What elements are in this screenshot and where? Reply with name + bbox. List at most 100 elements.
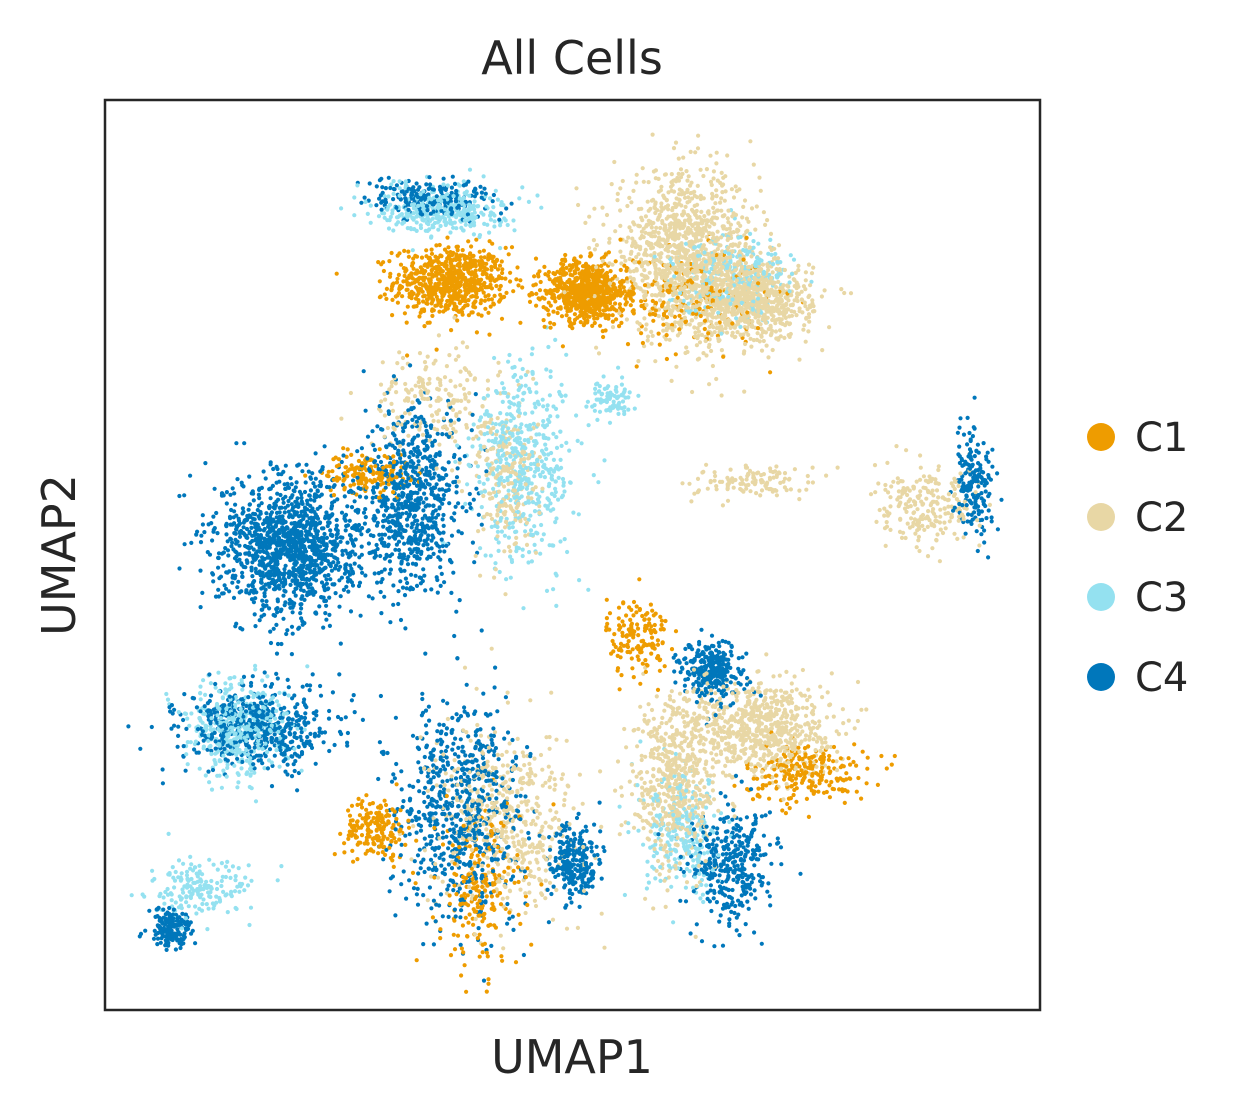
point-c4: [184, 927, 189, 933]
point-c1: [376, 851, 381, 856]
point-c1: [643, 612, 648, 617]
point-c2: [697, 340, 703, 345]
point-c4: [289, 774, 295, 779]
point-c4: [454, 490, 459, 495]
point-c2: [655, 777, 660, 783]
point-c3: [591, 473, 596, 478]
point-c4: [462, 771, 467, 777]
point-c2: [489, 787, 494, 792]
point-c1: [643, 658, 648, 663]
point-c3: [220, 696, 225, 701]
point-c2: [705, 710, 710, 715]
point-c4: [456, 754, 461, 759]
point-c2: [594, 345, 599, 350]
point-c4: [449, 866, 455, 871]
point-c2: [400, 355, 406, 361]
point-c1: [405, 304, 410, 309]
point-c2: [728, 467, 733, 472]
point-c4: [422, 754, 427, 760]
point-c2: [543, 878, 548, 883]
point-c4: [268, 640, 274, 646]
point-c1: [511, 868, 516, 874]
point-c2: [592, 206, 597, 211]
point-c4: [301, 509, 306, 514]
point-c3: [193, 904, 198, 909]
point-c4: [573, 887, 579, 892]
point-c4: [210, 767, 216, 773]
point-c4: [673, 680, 678, 685]
point-c2: [425, 788, 430, 794]
point-c4: [481, 691, 486, 696]
point-c2: [640, 785, 645, 790]
point-c4: [345, 504, 350, 509]
point-c3: [602, 458, 607, 463]
point-c3: [467, 167, 473, 172]
point-c4: [761, 833, 767, 838]
point-c3: [352, 195, 357, 200]
point-c4: [224, 532, 229, 537]
point-c2: [654, 225, 659, 230]
point-c4: [363, 507, 368, 512]
point-c4: [290, 631, 295, 636]
point-c2: [897, 529, 903, 535]
point-c4: [740, 655, 745, 660]
point-c2: [422, 360, 428, 365]
point-c2: [426, 396, 431, 401]
point-c2: [717, 712, 722, 718]
point-c2: [760, 774, 765, 780]
point-c3: [485, 477, 490, 482]
point-c2: [628, 269, 633, 274]
point-c4: [295, 788, 300, 793]
point-c3: [479, 505, 484, 510]
point-c2: [656, 230, 661, 235]
point-c1: [360, 453, 365, 458]
point-c1: [511, 289, 516, 294]
point-c3: [576, 512, 581, 517]
point-c2: [642, 268, 647, 273]
point-c4: [175, 744, 180, 749]
point-c4: [303, 480, 308, 485]
point-c2: [576, 202, 581, 208]
point-c3: [162, 901, 167, 906]
point-c4: [405, 523, 410, 528]
point-c2: [650, 293, 655, 298]
point-c2: [864, 707, 869, 712]
point-c2: [804, 487, 809, 492]
point-c2: [709, 751, 714, 756]
point-c3: [477, 479, 482, 485]
point-c4: [995, 471, 1000, 476]
point-c2: [819, 294, 825, 299]
point-c4: [353, 552, 358, 557]
point-c2: [649, 341, 654, 346]
point-c2: [643, 754, 648, 759]
point-c1: [509, 245, 515, 250]
point-c1: [773, 779, 779, 784]
point-c2: [501, 946, 506, 951]
point-c2: [550, 837, 555, 842]
point-c4: [233, 740, 239, 745]
point-c3: [691, 858, 696, 863]
point-c3: [548, 501, 553, 506]
point-c3: [520, 553, 525, 559]
point-c1: [652, 622, 657, 628]
point-c2: [817, 719, 822, 724]
point-c1: [498, 283, 503, 289]
point-c4: [445, 778, 450, 784]
point-c4: [361, 369, 366, 374]
point-c3: [520, 185, 525, 190]
point-c1: [768, 370, 773, 375]
point-c4: [263, 683, 268, 689]
point-c3: [595, 417, 600, 422]
point-c3: [530, 346, 535, 351]
point-c1: [395, 300, 400, 305]
point-c4: [194, 705, 199, 710]
point-c2: [763, 222, 768, 227]
point-c1: [552, 322, 557, 327]
point-c4: [439, 863, 444, 868]
point-c3: [575, 438, 580, 443]
point-c2: [761, 210, 767, 215]
point-c4: [419, 770, 424, 775]
point-c4: [299, 499, 304, 504]
point-c1: [563, 252, 568, 258]
point-c2: [798, 741, 803, 746]
